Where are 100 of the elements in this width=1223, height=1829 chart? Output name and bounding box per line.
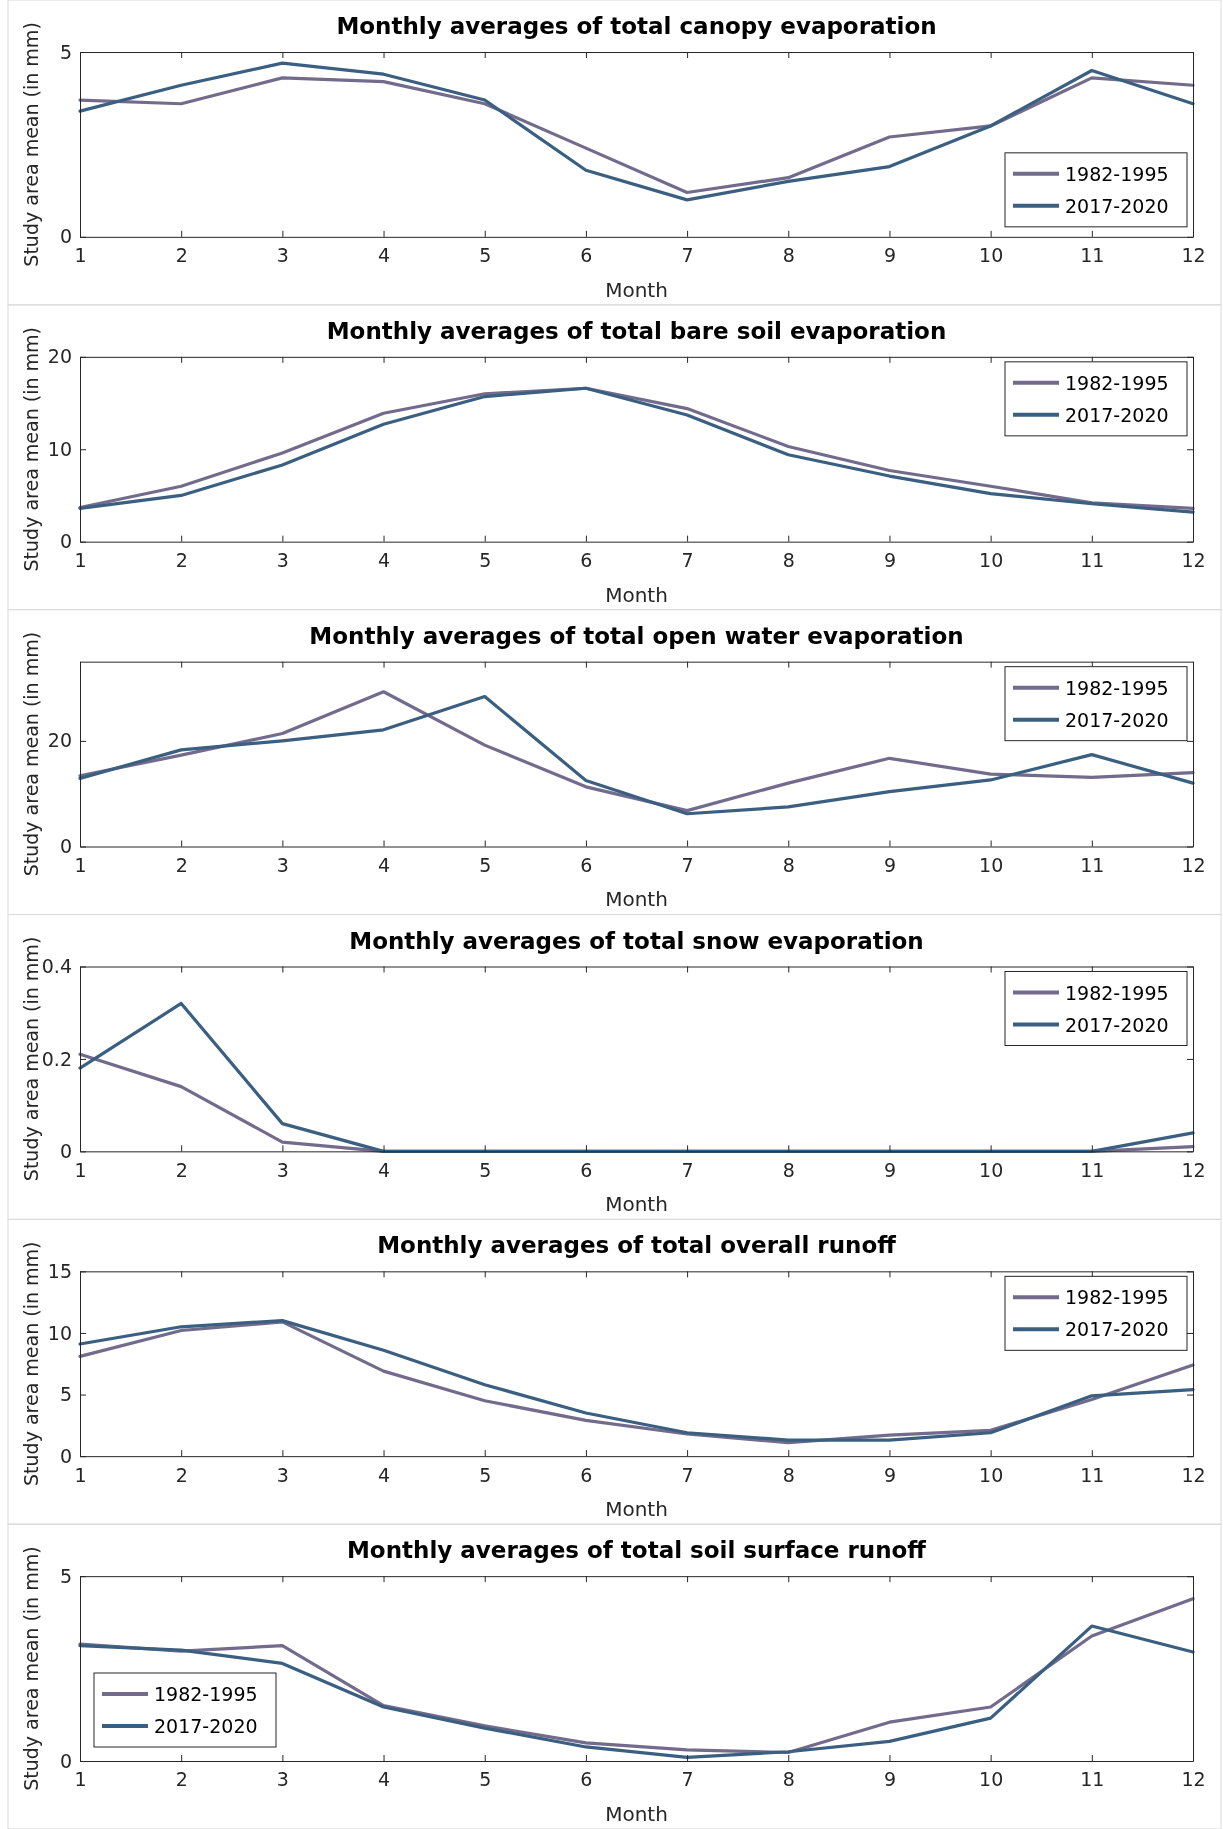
x-tick-label: 6 [580,244,593,267]
y-tick-label: 20 [47,729,72,752]
legend-label: 2017-2020 [1065,708,1169,731]
legend-label: 1982-1995 [1065,162,1169,185]
x-tick-label: 3 [276,549,289,572]
x-axis-title: Month [605,277,668,302]
chart-title: Monthly averages of total bare soil evaporation [326,317,947,344]
x-tick-label: 4 [378,1158,391,1181]
x-tick-label: 2 [175,853,188,876]
y-tick-label: 20 [47,345,72,368]
legend-label: 2017-2020 [1065,1013,1169,1036]
x-tick-label: 9 [883,1158,896,1181]
x-tick-label: 7 [681,1768,694,1791]
x-tick-label: 12 [1181,244,1206,267]
x-axis-title: Month [605,1802,668,1826]
x-tick-label: 7 [681,853,694,876]
y-tick-label: 10 [47,437,72,460]
x-tick-label: 12 [1181,853,1206,876]
y-axis-title: Study area mean (in mm) [20,1546,42,1791]
legend-label: 2017-2020 [1065,194,1169,217]
legend-label: 2017-2020 [1065,403,1169,426]
x-tick-label: 11 [1080,1768,1105,1791]
x-tick-label: 2 [175,549,188,572]
x-tick-label: 4 [378,853,391,876]
y-tick-label: 0 [59,835,72,858]
y-tick-label: 5 [59,1383,72,1406]
legend-label: 1982-1995 [1065,1286,1169,1309]
legend-label: 1982-1995 [1065,676,1169,699]
x-tick-label: 4 [378,1463,391,1486]
x-tick-label: 12 [1181,1768,1206,1791]
x-tick-label: 10 [979,1463,1004,1486]
x-tick-label: 5 [479,549,492,572]
x-tick-label: 12 [1181,1158,1206,1181]
chart-title: Monthly averages of total snow evaporation [349,927,924,954]
x-tick-label: 4 [378,244,391,267]
x-axis-title: Month [605,582,668,607]
y-tick-label: 0 [59,530,72,553]
x-tick-label: 3 [276,1768,289,1791]
x-tick-label: 5 [479,1158,492,1181]
x-tick-label: 2 [175,1463,188,1486]
x-tick-label: 1 [74,549,87,572]
y-tick-label: 5 [59,1564,72,1587]
x-tick-label: 4 [378,549,391,572]
x-tick-label: 1 [74,1463,87,1486]
x-tick-label: 10 [979,244,1004,267]
y-tick-label: 0 [59,1444,72,1467]
x-tick-label: 5 [479,1463,492,1486]
x-tick-label: 1 [74,1158,87,1181]
x-tick-label: 9 [883,853,896,876]
x-tick-label: 10 [979,549,1004,572]
x-tick-label: 11 [1080,853,1105,876]
y-tick-label: 0 [59,225,72,248]
x-tick-label: 1 [74,853,87,876]
x-tick-label: 11 [1080,1158,1105,1181]
y-tick-label: 5 [59,40,72,63]
legend-label: 1982-1995 [154,1683,258,1705]
x-tick-label: 8 [782,853,795,876]
y-tick-label: 0 [59,1749,72,1772]
y-tick-label: 10 [47,1321,72,1344]
y-tick-label: 15 [47,1259,72,1282]
x-tick-label: 12 [1181,549,1206,572]
x-tick-label: 3 [276,1158,289,1181]
x-tick-label: 2 [175,244,188,267]
legend-label: 2017-2020 [154,1715,258,1737]
x-tick-label: 8 [782,1768,795,1791]
x-axis-title: Month [605,887,668,912]
x-tick-label: 12 [1181,1463,1206,1486]
y-axis-title: Study area mean (in mm) [20,936,42,1182]
x-tick-label: 6 [580,1768,593,1791]
x-tick-label: 5 [479,244,492,267]
x-tick-label: 1 [74,1768,87,1791]
line-series [78,76,1195,195]
x-tick-label: 7 [681,1463,694,1486]
y-axis-title: Study area mean (in mm) [20,22,42,267]
y-axis-title: Study area mean (in mm) [20,327,42,572]
x-tick-label: 7 [681,549,694,572]
chart-title: Monthly averages of total soil surface runoff [346,1537,927,1564]
x-tick-label: 3 [276,853,289,876]
x-axis-title: Month [605,1497,668,1522]
x-tick-label: 8 [782,1463,795,1486]
x-tick-label: 10 [979,1768,1004,1791]
x-tick-label: 1 [74,244,87,267]
y-tick-label: 0.2 [41,1047,72,1070]
x-tick-label: 9 [883,549,896,572]
x-tick-label: 3 [276,244,289,267]
x-tick-label: 2 [175,1158,188,1181]
x-tick-label: 9 [883,1463,896,1486]
legend-label: 1982-1995 [1065,981,1169,1004]
x-tick-label: 7 [681,244,694,267]
legend-label: 2017-2020 [1065,1318,1169,1341]
x-tick-label: 6 [580,1463,593,1486]
x-tick-label: 6 [580,1158,593,1181]
legend-label: 1982-1995 [1065,371,1169,394]
chart-title: Monthly averages of total open water evaporation [309,622,964,649]
x-tick-label: 2 [175,1768,188,1791]
x-tick-label: 5 [479,1768,492,1791]
x-tick-label: 6 [580,549,593,572]
x-tick-label: 10 [979,853,1004,876]
x-tick-label: 11 [1080,244,1105,267]
y-axis-title: Study area mean (in mm) [20,1241,42,1486]
